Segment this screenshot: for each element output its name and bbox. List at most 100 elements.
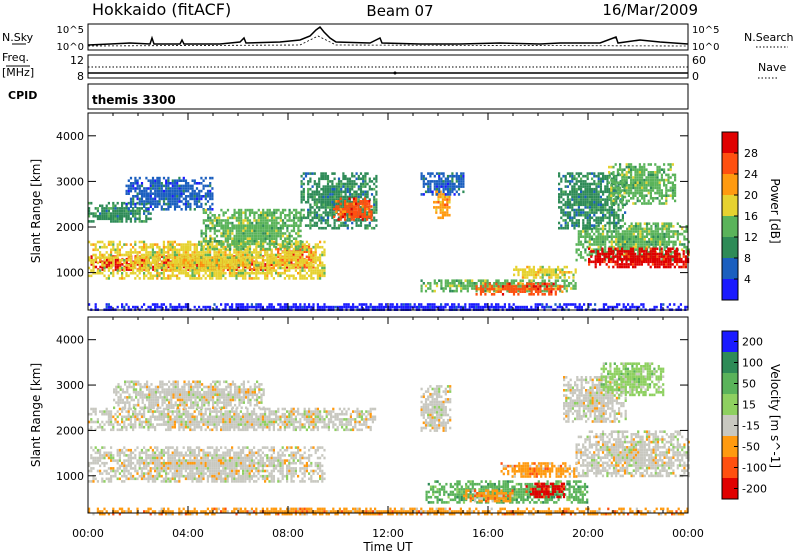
power-cell bbox=[209, 266, 212, 270]
power-cell bbox=[173, 253, 176, 257]
power-cell bbox=[564, 219, 567, 222]
power-cell bbox=[158, 179, 161, 182]
power-cell bbox=[595, 243, 598, 246]
power-cell bbox=[357, 198, 360, 201]
power-cell bbox=[602, 190, 605, 194]
power-cell bbox=[606, 216, 609, 220]
power-cell bbox=[213, 224, 216, 227]
power-cell bbox=[134, 256, 137, 259]
power-cell bbox=[621, 257, 624, 261]
power-cell bbox=[292, 216, 296, 220]
power-cell bbox=[591, 216, 594, 220]
power-cell bbox=[171, 271, 174, 275]
power-cell bbox=[563, 284, 566, 288]
power-cell bbox=[299, 245, 302, 248]
power-cell bbox=[568, 271, 571, 274]
power-cell bbox=[424, 190, 428, 194]
power-cell bbox=[584, 240, 587, 244]
power-cell bbox=[171, 182, 174, 185]
power-cell bbox=[652, 232, 655, 236]
power-cell bbox=[593, 193, 596, 196]
power-cell bbox=[648, 240, 651, 244]
power-cell bbox=[266, 247, 269, 251]
power-cell bbox=[652, 240, 655, 244]
power-cell bbox=[218, 221, 221, 225]
power-cell bbox=[239, 261, 242, 265]
power-cell bbox=[351, 200, 354, 204]
power-cell bbox=[441, 216, 444, 220]
power-cell bbox=[339, 202, 342, 206]
power-cell bbox=[140, 200, 144, 203]
power-cell bbox=[324, 195, 327, 199]
power-cell bbox=[575, 172, 578, 175]
power-cell bbox=[101, 256, 104, 259]
power-cell bbox=[659, 248, 662, 251]
power-cell bbox=[630, 227, 633, 231]
power-cell bbox=[613, 224, 616, 227]
power-cell bbox=[324, 174, 327, 178]
power-cell bbox=[375, 190, 378, 194]
power-cell bbox=[652, 245, 655, 249]
power-cell bbox=[597, 195, 600, 199]
power-cell bbox=[244, 253, 247, 257]
power-cell bbox=[546, 273, 549, 277]
power-cell bbox=[524, 273, 527, 277]
power-cell bbox=[552, 271, 555, 274]
power-cell bbox=[444, 187, 447, 191]
power-cell bbox=[176, 256, 179, 259]
power-cell bbox=[612, 265, 615, 269]
power-cell bbox=[628, 243, 631, 246]
power-cell bbox=[368, 202, 371, 206]
power-cell bbox=[200, 269, 203, 272]
power-cell bbox=[116, 212, 119, 215]
power-cell bbox=[355, 213, 358, 216]
power-cell bbox=[288, 251, 291, 254]
power-cell bbox=[259, 242, 263, 246]
power-cell bbox=[451, 282, 454, 285]
power-cell bbox=[286, 264, 289, 267]
power-cell bbox=[661, 258, 664, 262]
power-cell bbox=[606, 182, 609, 186]
power-cell bbox=[451, 177, 454, 181]
power-cell bbox=[532, 265, 535, 269]
power-cell bbox=[145, 243, 148, 246]
power-cell bbox=[277, 264, 280, 267]
power-cell bbox=[643, 243, 646, 246]
power-cell bbox=[94, 245, 97, 249]
power-cell bbox=[189, 245, 192, 249]
power-cell bbox=[204, 195, 207, 198]
power-cell bbox=[198, 195, 201, 198]
power-cell bbox=[204, 253, 207, 257]
power-cell bbox=[231, 229, 234, 233]
power-cell bbox=[140, 202, 144, 206]
power-cell bbox=[373, 226, 376, 230]
power-cell bbox=[259, 266, 262, 270]
power-cell bbox=[632, 238, 635, 241]
power-cell bbox=[446, 211, 449, 214]
power-cell bbox=[439, 216, 442, 220]
power-cell bbox=[114, 251, 117, 254]
power-cell bbox=[114, 207, 117, 210]
power-cell bbox=[348, 207, 351, 211]
power-cell bbox=[283, 243, 286, 246]
power-cell bbox=[582, 245, 585, 249]
power-cell bbox=[233, 227, 236, 230]
power-cell bbox=[277, 258, 280, 262]
power-cell bbox=[173, 264, 176, 267]
power-cell bbox=[324, 185, 327, 188]
power-cell bbox=[446, 279, 450, 282]
power-cell bbox=[561, 279, 564, 282]
power-cell bbox=[562, 203, 565, 207]
power-cell bbox=[582, 180, 585, 183]
power-cell bbox=[569, 172, 572, 175]
power-cell bbox=[202, 269, 205, 272]
power-cell bbox=[158, 202, 161, 206]
power-cell bbox=[324, 177, 327, 181]
power-cell bbox=[335, 193, 338, 196]
power-cell bbox=[178, 184, 181, 188]
power-cell bbox=[239, 264, 242, 267]
power-cell bbox=[229, 247, 232, 251]
power-cell bbox=[656, 227, 660, 231]
power-cell bbox=[173, 245, 176, 249]
power-cell bbox=[582, 256, 585, 259]
